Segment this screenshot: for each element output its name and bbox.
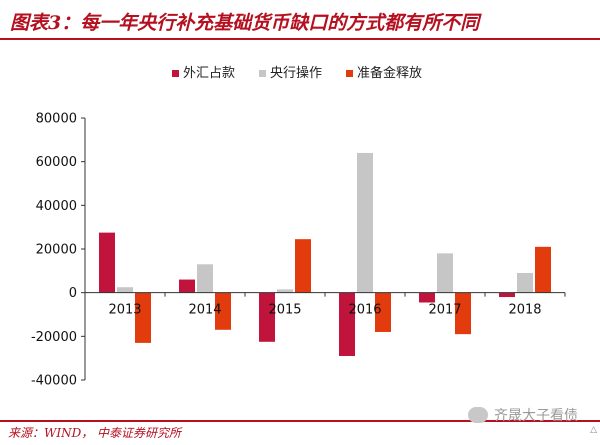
bar xyxy=(357,152,373,293)
corner-mark: △ xyxy=(590,425,597,435)
y-tick-label: -40000 xyxy=(31,374,77,389)
footer-divider xyxy=(0,420,600,422)
x-tick-label: 2017 xyxy=(428,303,461,318)
y-tick-label: 80000 xyxy=(36,112,77,127)
legend-label: 准备金释放 xyxy=(357,65,422,81)
y-tick-label: -20000 xyxy=(31,330,77,345)
figure-title: 图表3：每一年央行补充基础货币缺口的方式都有所不同 xyxy=(10,12,480,34)
legend-swatch xyxy=(346,70,353,77)
x-tick-label: 2016 xyxy=(348,303,381,318)
bar-chart: 外汇占款 央行操作 准备金释放 -40000 -20000 0 20000 40000 6000… xyxy=(31,65,566,389)
bar xyxy=(117,287,133,293)
legend-label: 央行操作 xyxy=(270,65,322,81)
y-tick-label: 40000 xyxy=(36,199,77,214)
legend-label: 外汇占款 xyxy=(183,66,235,81)
bar xyxy=(135,292,151,343)
y-tick-label: 60000 xyxy=(36,155,77,170)
bar xyxy=(455,292,471,335)
bar xyxy=(99,232,115,293)
x-tick-label: 2015 xyxy=(268,303,301,318)
y-tick-label: 0 xyxy=(69,286,77,301)
bar xyxy=(535,246,551,293)
bar xyxy=(419,292,435,303)
watermark-text: 齐晟大子看债 xyxy=(494,408,578,424)
bar xyxy=(375,292,391,332)
bar xyxy=(197,264,213,293)
wechat-icon xyxy=(468,407,488,423)
bar xyxy=(259,292,275,342)
title-bar: 图表3：每一年央行补充基础货币缺口的方式都有所不同 xyxy=(0,0,600,40)
legend-swatch xyxy=(259,70,266,77)
x-tick-label: 2013 xyxy=(108,303,141,318)
y-tick-label: 20000 xyxy=(36,243,77,258)
bar xyxy=(277,289,293,293)
legend-swatch xyxy=(172,70,179,77)
bar xyxy=(499,292,515,298)
bar xyxy=(339,292,355,356)
bar xyxy=(295,239,311,293)
watermark: 齐晟大子看债 xyxy=(468,405,578,425)
x-tick-label: 2014 xyxy=(188,303,221,318)
bar xyxy=(437,253,453,293)
bar xyxy=(215,292,231,330)
bar xyxy=(517,273,533,293)
source-note: 来源：WIND， 中泰证券研究所 xyxy=(8,426,182,440)
x-tick-label: 2018 xyxy=(508,303,541,318)
bar xyxy=(179,279,195,293)
